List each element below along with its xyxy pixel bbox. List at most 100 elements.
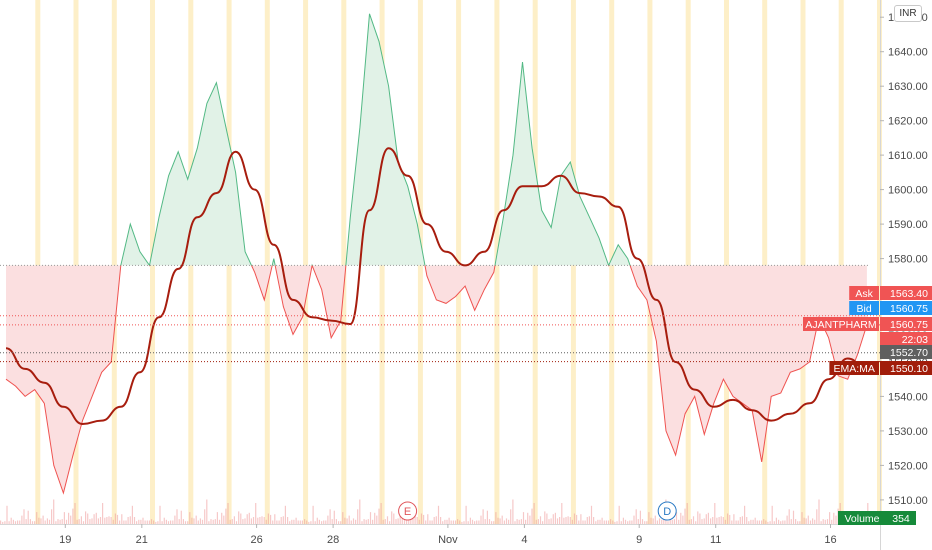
volume-bar (650, 517, 652, 524)
volume-bar (733, 514, 735, 524)
volume-bar (801, 512, 803, 524)
volume-bar (682, 515, 684, 524)
volume-bar (544, 511, 546, 524)
volume-bar (95, 512, 97, 524)
volume-bar (104, 517, 106, 524)
volume-bar (429, 520, 431, 524)
volume-bar (754, 517, 756, 524)
volume-bar (233, 516, 235, 524)
event-marker[interactable] (657, 501, 677, 521)
volume-bar (684, 508, 686, 524)
volume-bar (155, 521, 157, 524)
price-tag-label-bg (829, 361, 879, 375)
y-tick-label: 1540.00 (888, 391, 928, 403)
x-tick-label: 16 (824, 534, 836, 546)
volume-bar (397, 518, 399, 524)
volume-bar (314, 521, 316, 524)
volume-bar (8, 521, 10, 524)
volume-bar (457, 519, 459, 524)
volume-bar (68, 512, 70, 524)
volume-bar (144, 520, 146, 524)
volume-bar (461, 521, 463, 524)
volume-bar (423, 514, 425, 524)
volume-bar (446, 519, 448, 524)
volume-bar (703, 518, 705, 524)
x-tick-label: 4 (521, 534, 527, 546)
volume-bar (316, 517, 318, 524)
y-tick-label: 1580.00 (888, 254, 928, 266)
volume-bar (127, 517, 129, 524)
volume-bar (710, 518, 712, 524)
volume-bar (250, 518, 252, 524)
volume-bar (720, 516, 722, 524)
volume-bar (65, 519, 68, 524)
volume-bar (206, 499, 208, 524)
volume-bar (214, 519, 216, 524)
y-axis[interactable]: 1510.001520.001530.001540.001550.001560.… (880, 12, 928, 507)
x-axis[interactable]: 19 21 26 28 Nov 4 9 11 16 (59, 524, 837, 546)
volume-bar (27, 510, 29, 524)
volume-bar (705, 514, 707, 524)
volume-bar (588, 516, 590, 524)
volume-bar (563, 517, 565, 524)
currency-badge[interactable]: INR (894, 5, 922, 22)
volume-bar (142, 517, 144, 524)
volume-bar (161, 521, 163, 524)
volume-bar (393, 513, 395, 524)
volume-bar (724, 519, 726, 524)
volume-bar (23, 509, 25, 524)
volume-bar (669, 519, 671, 524)
volume-bar (0, 520, 2, 524)
price-tag-label: AJANTPHARM (805, 319, 876, 331)
volume-bar (321, 521, 323, 524)
volume-bar (518, 519, 520, 524)
volume-bar (573, 513, 576, 524)
session-band (111, 0, 117, 524)
price-tags: 1563.40 Ask 1560.75 Bid 1560.75 AJANTPHARM 22:… (803, 286, 932, 525)
volume-bar (529, 515, 531, 524)
volume-bar (425, 520, 427, 524)
volume-bar (4, 521, 6, 524)
volume-bar (227, 503, 229, 524)
volume-bar (835, 515, 837, 524)
volume-bar (199, 518, 201, 524)
price-tag-label: Ask (855, 288, 873, 300)
volume-bar (622, 517, 624, 524)
volume-bar (193, 518, 195, 524)
volume-tag-value-bg (886, 511, 916, 525)
volume-bar (257, 517, 259, 524)
price-tag-value: 1550.10 (890, 363, 928, 375)
volume-bar (310, 521, 312, 524)
volume-bar (829, 512, 831, 524)
volume-bar (180, 510, 182, 524)
session-band (724, 0, 729, 524)
volume-bar (150, 519, 153, 524)
volume-bar (431, 520, 433, 524)
volume-bar (716, 517, 718, 524)
volume-bar (612, 520, 614, 524)
volume-bar (678, 519, 680, 524)
volume-bar (36, 512, 38, 524)
volume-bar (692, 516, 695, 524)
volume-bar (167, 521, 170, 524)
volume-bar (80, 516, 82, 524)
volume-bar (195, 515, 197, 524)
volume-bar (146, 520, 148, 524)
volume-bar (44, 520, 46, 524)
volume-bar (304, 519, 306, 524)
volume-bar (697, 511, 699, 524)
session-band (73, 0, 79, 524)
volume-bar (229, 519, 231, 524)
volume-bar (333, 510, 335, 524)
session-band (35, 0, 41, 524)
price-tag-value: 1563.40 (890, 288, 928, 300)
session-band (838, 0, 844, 524)
volume-bar (14, 521, 17, 524)
volume-bar (469, 517, 471, 524)
volume-bar (240, 513, 242, 524)
volume-bar (567, 516, 569, 524)
event-marker[interactable] (398, 501, 418, 521)
volume-bar (291, 519, 293, 524)
